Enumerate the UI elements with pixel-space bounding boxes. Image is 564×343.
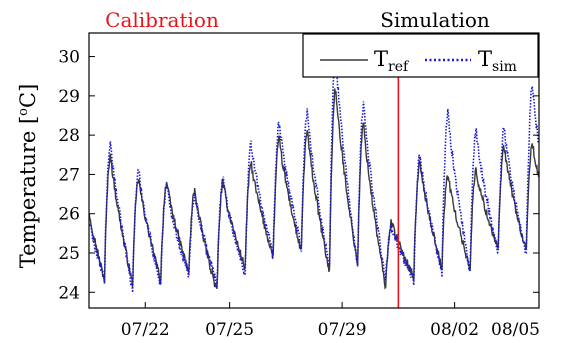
legend-ref-label: Tref: [374, 47, 410, 75]
legend-ref-base: T: [374, 47, 388, 71]
calibration-label: Calibration: [105, 8, 219, 32]
series-tref-line: [88, 88, 540, 290]
legend-sim-label: Tsim: [478, 47, 517, 75]
y-axis-label-base: Temperature [: [16, 116, 40, 268]
legend-box: [302, 33, 539, 78]
x-tick-label: 07/25: [205, 320, 254, 340]
x-tick-label: 07/22: [121, 320, 170, 340]
x-tick-label: 07/29: [318, 320, 367, 340]
x-tick-label: 08/02: [430, 320, 479, 340]
simulation-label: Simulation: [380, 8, 490, 32]
y-tick-label: 24: [58, 283, 80, 303]
y-axis-label-unit: C]: [16, 84, 40, 108]
axis-ticks: 24 25 26 27 28 29 30 07/22 07/25 07/29 08/02 08/05: [58, 48, 540, 340]
legend-ref-sub: ref: [388, 59, 410, 75]
y-tick-label: 27: [58, 165, 80, 185]
y-tick-label: 26: [58, 205, 80, 225]
y-tick-label: 30: [58, 48, 80, 68]
y-tick-label: 29: [58, 87, 80, 107]
y-tick-label: 28: [58, 126, 80, 146]
x-tick-label: 08/05: [491, 320, 540, 340]
y-axis-label: Temperature [oC]: [16, 84, 40, 269]
plot-frame: [88, 32, 540, 309]
series-layer: [88, 53, 540, 293]
y-axis-label-degree: o: [16, 108, 31, 116]
y-tick-label: 25: [58, 244, 80, 264]
legend-sim-sub: sim: [492, 59, 517, 75]
legend: Tref Tsim: [302, 33, 539, 78]
series-tsim-line: [88, 53, 540, 293]
legend-sim-base: T: [478, 47, 492, 71]
